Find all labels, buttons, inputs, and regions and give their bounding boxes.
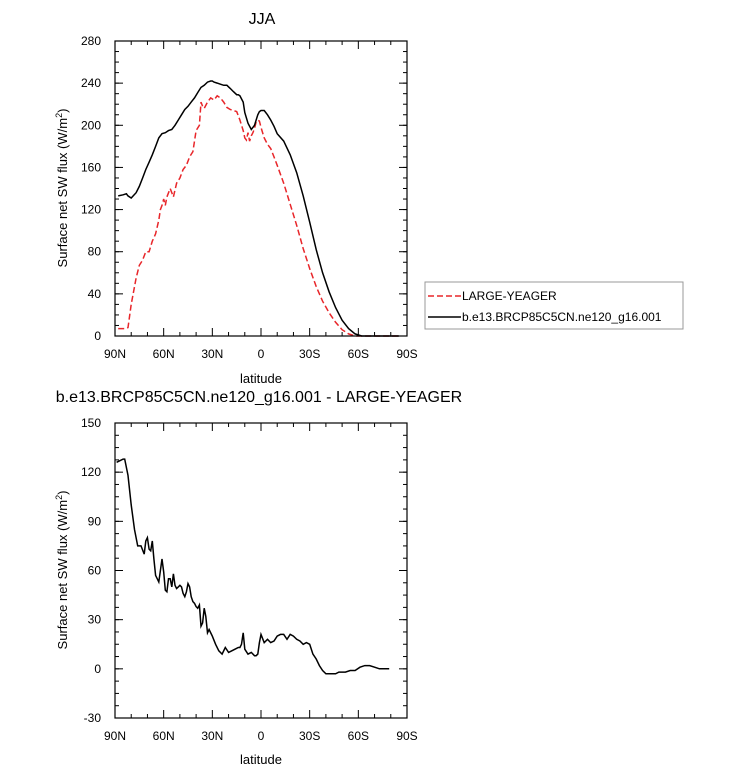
y-tick-label: 0 [94, 662, 101, 676]
chart-title: JJA [249, 11, 276, 28]
y-tick-label: -30 [84, 711, 102, 725]
x-tick-label: 90N [104, 347, 126, 361]
y-axis-label: Surface net SW flux (W/m2) [54, 109, 70, 268]
plot-area [118, 80, 399, 337]
x-tick-label: 60S [348, 347, 369, 361]
y-tick-label: 40 [88, 287, 102, 301]
x-tick-label: 90S [396, 347, 417, 361]
y-axis-label: Surface net SW flux (W/m2) [54, 491, 70, 650]
x-tick-label: 0 [258, 729, 265, 743]
y-tick-label: 60 [88, 564, 102, 578]
chart-title: b.e13.BRCP85C5CN.ne120_g16.001 - LARGE-Y… [56, 389, 462, 406]
series-line-large-yeager [118, 94, 399, 337]
y-tick-label: 160 [81, 160, 101, 174]
y-tick-label: 120 [81, 465, 101, 479]
x-axis-label: latitude [240, 752, 282, 767]
series-line-difference [116, 458, 390, 675]
bottom-chart: b.e13.BRCP85C5CN.ne120_g16.001 - LARGE-Y… [54, 389, 462, 767]
plot-area [116, 458, 390, 675]
x-tick-label: 30N [201, 347, 223, 361]
y-tick-label: 150 [81, 416, 101, 430]
legend-label-large-yeager: LARGE-YEAGER [462, 289, 557, 303]
x-tick-label: 90N [104, 729, 126, 743]
y-tick-label: 240 [81, 76, 101, 90]
x-tick-label: 60N [153, 347, 175, 361]
x-tick-label: 0 [258, 347, 265, 361]
legend: LARGE-YEAGER b.e13.BRCP85C5CN.ne120_g16.… [424, 281, 684, 330]
y-tick-label: 80 [88, 245, 102, 259]
y-tick-label: 200 [81, 118, 101, 132]
legend-label-brcp85: b.e13.BRCP85C5CN.ne120_g16.001 [462, 310, 662, 324]
x-axis-label: latitude [240, 371, 282, 386]
x-tick-label: 60S [348, 729, 369, 743]
x-tick-label: 60N [153, 729, 175, 743]
series-line-b-e13-brcp85c5cn-ne120-g16-001 [118, 80, 399, 337]
x-tick-label: 30N [201, 729, 223, 743]
x-tick-label: 30S [299, 729, 320, 743]
y-tick-label: 0 [94, 329, 101, 343]
y-tick-label: 90 [88, 514, 102, 528]
x-tick-label: 30S [299, 347, 320, 361]
top-chart: JJA 90N 60N 30N 0 30S 60S 90S 0 40 80 120 160 200 240… [54, 11, 684, 386]
y-tick-label: 30 [88, 613, 102, 627]
y-tick-label: 120 [81, 203, 101, 217]
axis-ticks: 90N 60N 30N 0 30S 60S 90S 0 40 80 120 160 200 240 280 [81, 34, 418, 361]
legend-box [424, 281, 684, 330]
y-tick-label: 280 [81, 34, 101, 48]
axis-ticks: 90N 60N 30N 0 30S 60S 90S -30 0 30 60 90 120 150 [81, 416, 418, 743]
x-tick-label: 90S [396, 729, 417, 743]
